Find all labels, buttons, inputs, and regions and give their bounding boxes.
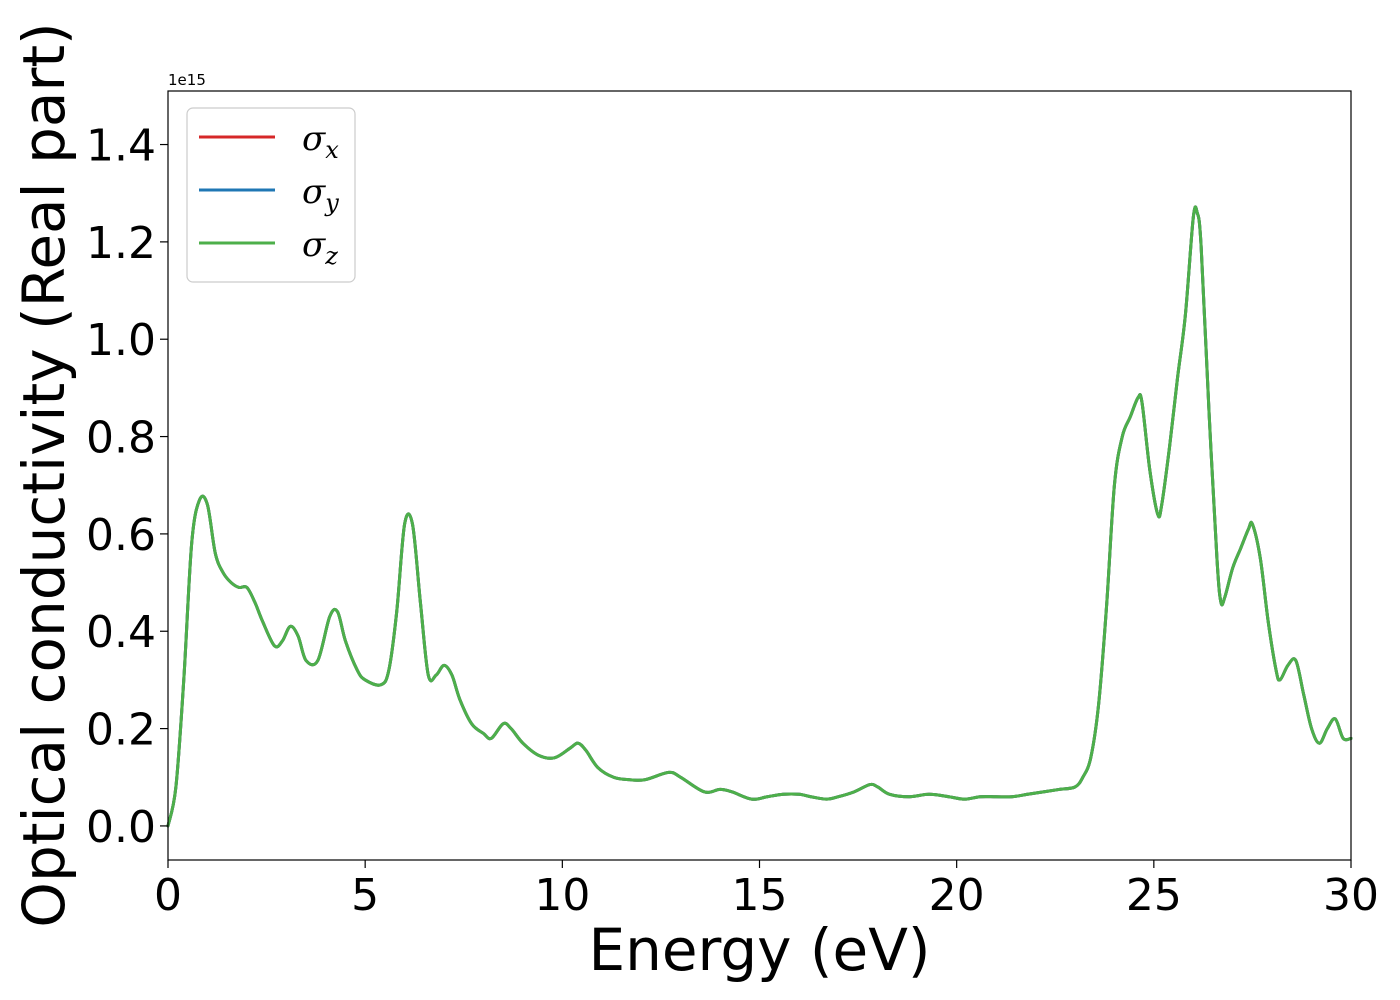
y-tick-label: 0.4 — [86, 607, 156, 658]
plot-area — [168, 91, 1351, 860]
y-tick-label: 0.2 — [86, 705, 156, 756]
x-tick-label: 20 — [929, 870, 985, 921]
x-axis: 0 5 10 15 20 25 30 — [154, 860, 1379, 921]
x-tick-label: 10 — [534, 870, 590, 921]
legend-label: σy — [302, 172, 339, 217]
x-tick-label: 0 — [154, 870, 182, 921]
y-axis-label: Optical conductivity (Real part) — [10, 22, 78, 927]
y-offset-label: 1e15 — [168, 71, 206, 89]
x-tick-label: 15 — [732, 870, 788, 921]
x-tick-label: 30 — [1323, 870, 1379, 921]
y-tick-label: 1.2 — [86, 218, 156, 269]
x-tick-label: 5 — [351, 870, 379, 921]
y-tick-label: 1.0 — [86, 315, 156, 366]
series-line-z — [166, 205, 1353, 828]
y-tick-label: 0.6 — [86, 510, 156, 561]
series-layer — [166, 205, 1353, 828]
x-tick-label: 25 — [1126, 870, 1182, 921]
y-axis: 0.0 0.2 0.4 0.6 0.8 1.0 1.2 1.4 — [86, 121, 168, 853]
legend-box — [186, 107, 356, 283]
y-tick-label: 1.4 — [86, 121, 156, 172]
x-axis-label: Energy (eV) — [588, 916, 930, 984]
y-tick-label: 0.8 — [86, 413, 156, 464]
y-tick-label: 0.0 — [86, 802, 156, 853]
